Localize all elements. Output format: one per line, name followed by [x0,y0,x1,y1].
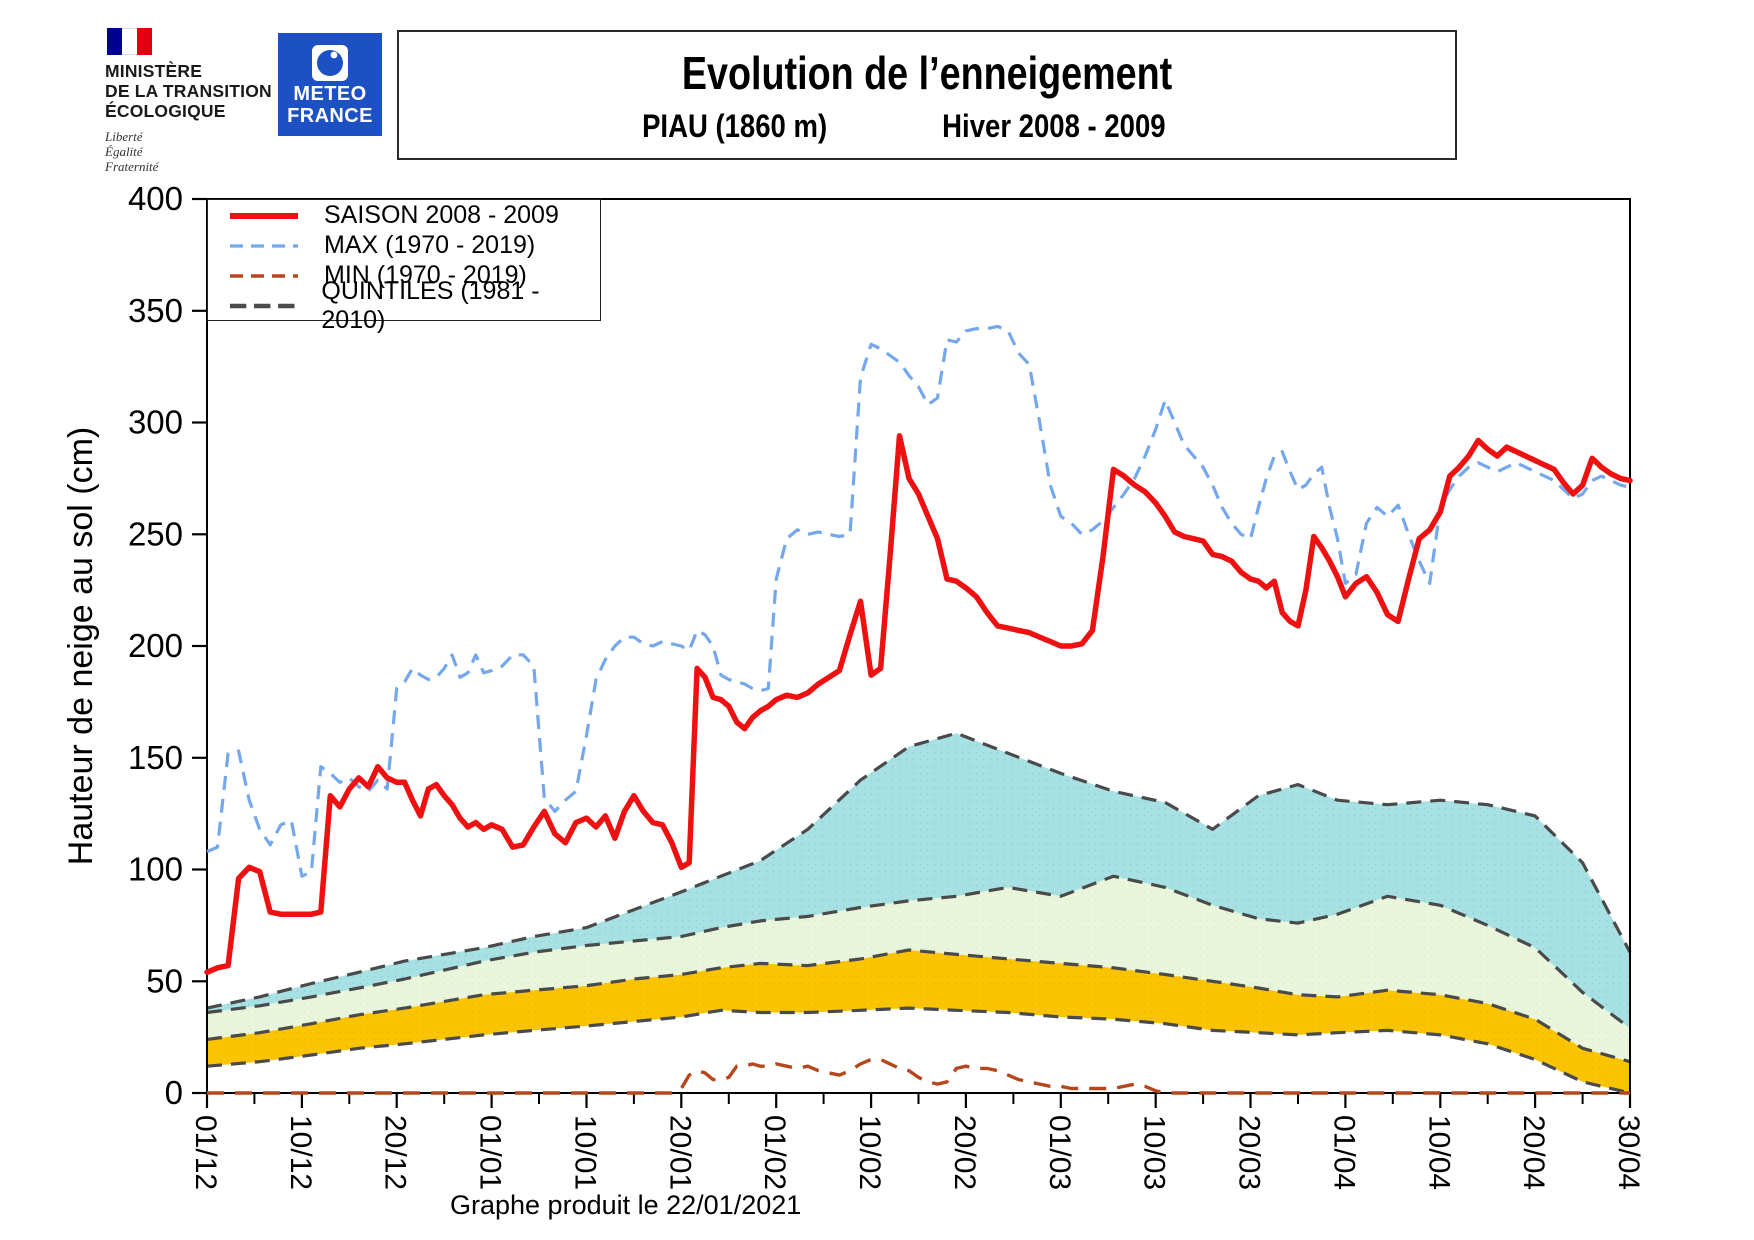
french-flag-icon [107,28,152,55]
ministry-name: MINISTÈRE DE LA TRANSITION ÉCOLOGIQUE [105,61,272,121]
y-tick-label: 400 [128,180,183,217]
legend-entry-1: MAX (1970 - 2019) [228,231,600,260]
x-tick-label: 20/03 [1233,1115,1266,1190]
x-tick-label: 01/12 [189,1115,222,1190]
meteo-france-icon [312,45,348,81]
band-q40-q60 [207,876,1630,1062]
x-tick-label: 01/01 [474,1115,507,1190]
ministry-logo: MINISTÈRE DE LA TRANSITION ÉCOLOGIQUE Li… [105,28,275,174]
series-min [207,1057,1630,1095]
legend-line-sample [229,303,296,308]
legend-entry-2: MIN (1970 - 2019) [228,261,600,290]
x-tick-label: 20/01 [663,1115,696,1190]
quintile-line-q80 [206,731,1632,1010]
y-tick-label: 100 [128,851,183,888]
x-tick-label: 01/04 [1327,1115,1360,1190]
page-title: Evolution de l’enneigement [681,47,1173,99]
ministry-motto: Liberté Égalité Fraternité [105,129,159,174]
x-tick-label: 20/12 [379,1115,412,1190]
legend-label: SAISON 2008 - 2009 [324,201,559,229]
flag-red-stripe [137,28,152,55]
legend-entry-0: SAISON 2008 - 2009 [228,201,600,230]
y-tick-label: 350 [128,292,183,329]
caption: Graphe produit le 22/01/2021 [450,1190,802,1220]
series-max [206,324,1631,878]
season-subtitle: Hiver 2008 - 2009 [942,108,1166,144]
y-tick-label: 200 [128,627,183,664]
band-q60-q80 [207,733,1630,1029]
legend-line-sample [230,212,298,219]
legend-label: MAX (1970 - 2019) [324,231,536,259]
y-tick-label: 150 [128,739,183,776]
meteo-france-wordmark: METEO FRANCE [287,83,373,127]
x-tick-label: 10/01 [569,1115,602,1190]
x-tick-label: 01/02 [758,1115,791,1190]
legend-line-sample [230,243,298,248]
title-box: Evolution de l’enneigement PIAU (1860 m)… [397,30,1457,160]
x-tick-label: 10/12 [284,1115,317,1190]
legend-label: QUINTILES (1981 - 2010) [321,276,540,334]
y-axis-label: Hauteur de neige au sol (cm) [62,427,100,865]
x-tick-label: 10/04 [1422,1115,1455,1190]
y-tick-label: 0 [165,1074,183,1111]
x-tick-label: 10/03 [1138,1115,1171,1190]
x-tick-label: 20/04 [1517,1115,1550,1190]
station-subtitle: PIAU (1860 m) [642,108,828,144]
quintile-line-q60 [206,874,1631,1030]
y-tick-label: 250 [128,515,183,552]
y-tick-label: 50 [146,962,183,999]
x-tick-label: 01/03 [1043,1115,1076,1190]
legend-line-sample [230,273,298,278]
y-tick-label: 300 [128,404,183,441]
legend-label: MIN (1970 - 2019) [324,261,527,289]
series-saison [204,433,1633,976]
x-tick-label: 20/02 [948,1115,981,1190]
legend-entry-3: QUINTILES (1981 - 2010) [228,277,600,334]
x-tick-label: 10/02 [853,1115,886,1190]
meteo-france-logo: METEO FRANCE [278,33,382,136]
flag-blue-stripe [107,28,122,55]
quintile-line-q20 [206,1006,1631,1095]
chart-legend: SAISON 2008 - 2009 MAX (1970 - 2019) MIN (… [207,199,601,334]
quintile-line-q40 [206,948,1631,1064]
band-q20-q40 [207,950,1630,1093]
x-tick-label: 30/04 [1612,1115,1645,1190]
flag-white-stripe [122,28,137,55]
